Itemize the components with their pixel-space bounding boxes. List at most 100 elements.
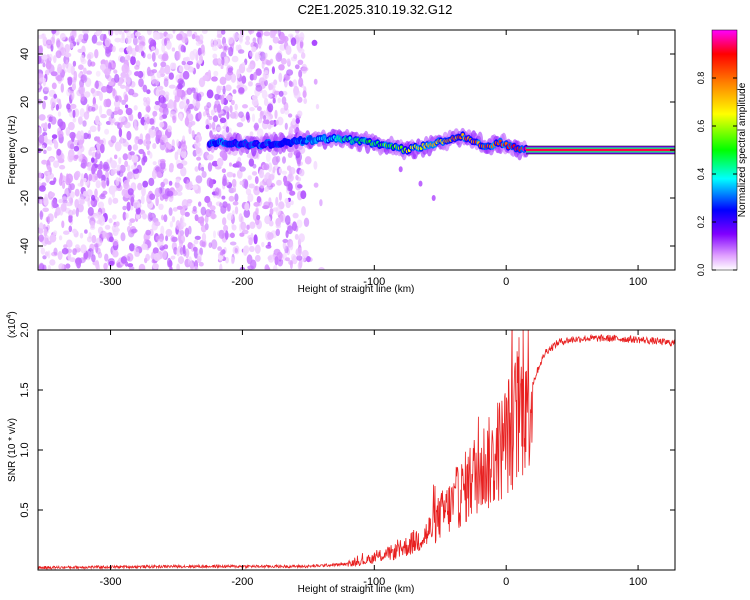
noise-blob [206, 102, 212, 109]
noise-blob [46, 165, 51, 171]
noise-blob [197, 253, 203, 259]
noise-blob [286, 165, 292, 171]
noise-blob [96, 220, 103, 225]
noise-blob [221, 168, 226, 173]
noise-blob [39, 77, 47, 83]
noise-blob [278, 167, 282, 174]
noise-blob [78, 64, 84, 70]
noise-blob [247, 265, 255, 270]
noise-blob [43, 149, 47, 154]
noise-blob [180, 143, 188, 152]
noise-blob [81, 38, 88, 44]
spectrogram-xtick-label: -100 [363, 276, 385, 288]
noise-blob [223, 56, 229, 67]
noise-blob [86, 236, 93, 243]
noise-blob [238, 111, 244, 118]
noise-blob [108, 218, 113, 224]
snr-xtick-label: -200 [231, 576, 253, 588]
noise-blob [83, 67, 87, 75]
noise-blob [87, 206, 94, 216]
noise-blob [137, 182, 143, 191]
noise-blob [53, 247, 58, 256]
noise-blob [180, 166, 187, 177]
snr-xtick-label: -100 [363, 576, 385, 588]
noise-blob [117, 109, 123, 116]
noise-blob [163, 178, 169, 185]
noise-blob [272, 97, 276, 104]
noise-blob [44, 193, 48, 202]
noise-blob [191, 33, 196, 40]
noise-blob [177, 256, 185, 265]
noise-blob [186, 30, 193, 37]
noise-blob [150, 130, 155, 139]
noise-blob [104, 128, 110, 135]
noise-blob [267, 232, 274, 240]
noise-blob [158, 69, 166, 74]
noise-blob [145, 105, 151, 113]
noise-blob [199, 247, 204, 256]
noise-blob [284, 122, 288, 130]
noise-blob [38, 84, 41, 89]
noise-blob [269, 82, 276, 91]
noise-blob [249, 221, 256, 229]
noise-blob [300, 190, 307, 200]
noise-blob [115, 221, 120, 227]
noise-blob [165, 228, 173, 237]
noise-blob [119, 164, 126, 174]
noise-blob [106, 177, 110, 186]
noise-blob [205, 119, 209, 126]
noise-blob [112, 168, 118, 174]
noise-blob [236, 122, 244, 128]
noise-blob [162, 107, 169, 116]
noise-blob [146, 30, 152, 36]
noise-blob [151, 46, 155, 51]
noise-blob [125, 104, 129, 109]
noise-blob [101, 207, 106, 215]
noise-blob [78, 116, 83, 125]
noise-blob [160, 225, 165, 236]
noise-blob [264, 215, 271, 225]
noise-blob [92, 96, 97, 106]
noise-blob [282, 156, 286, 164]
secondary-track-point [431, 195, 436, 201]
noise-blob [114, 121, 121, 126]
noise-blob [87, 197, 91, 208]
noise-blob [147, 212, 153, 222]
noise-blob [96, 30, 102, 35]
spectrogram-ytick-label: 0 [19, 147, 31, 153]
noise-blob [176, 263, 180, 270]
noise-blob [153, 104, 161, 111]
noise-blob [283, 175, 288, 184]
noise-blob [194, 235, 201, 240]
noise-blob [125, 35, 132, 45]
noise-blob [192, 184, 199, 191]
noise-blob [198, 201, 202, 207]
noise-blob [229, 232, 235, 239]
noise-blob [254, 176, 259, 185]
noise-blob [76, 130, 82, 141]
noise-blob [241, 75, 247, 84]
noise-blob [172, 207, 178, 212]
noise-blob [263, 163, 270, 171]
noise-blob [298, 233, 305, 243]
noise-blob [211, 239, 218, 250]
noise-blob [105, 170, 109, 180]
noise-blob [153, 31, 159, 40]
noise-blob [257, 106, 262, 112]
noise-blob [90, 87, 96, 94]
noise-blob [222, 217, 227, 226]
noise-blob [126, 201, 131, 212]
noise-blob [291, 253, 296, 262]
noise-blob [263, 97, 269, 106]
noise-blob [155, 129, 162, 139]
noise-blob [192, 205, 197, 212]
noise-blob [156, 238, 164, 248]
noise-blob [285, 201, 291, 209]
noise-blob [211, 121, 216, 130]
noise-blob [285, 45, 292, 55]
noise-blob [233, 110, 239, 120]
noise-blob [145, 253, 151, 261]
noise-blob [265, 59, 271, 66]
noise-blob [224, 230, 229, 240]
